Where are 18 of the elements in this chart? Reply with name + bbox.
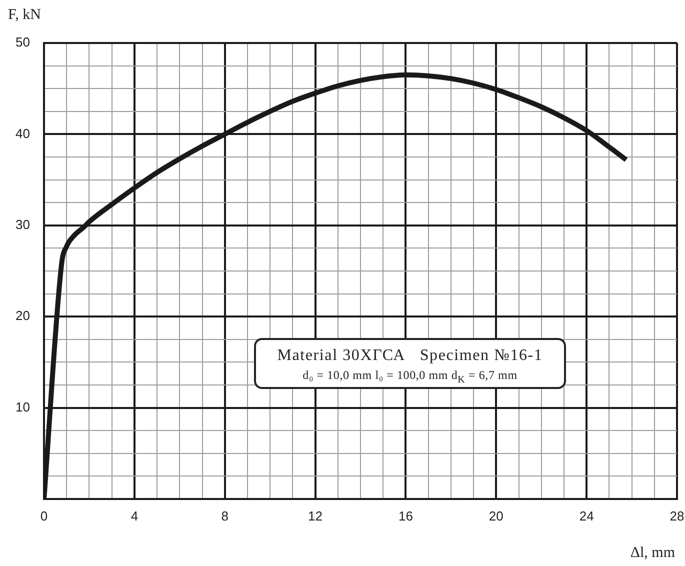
note-frame: Material 30ХГСА Specimen №16-1 d₀ = 10,0 mm l₀ = 100,0 mm d$_{K}$ = 6,7 mm [254,338,566,389]
x-tick-label: 8 [221,508,228,524]
y-tick-label: 40 [16,126,30,141]
annotation: d₀ = 10,0 mm l₀ = 100,0 mm d$_{K}$ = 6,7 mm [302,368,518,388]
x-tick-label: 20 [488,508,504,524]
y-tick-label: 20 [16,308,30,324]
x-tick-label: 16 [398,508,413,524]
y-tick-label: 30 [16,216,30,232]
x-tick-label: 0 [40,508,48,524]
x-tick-label: 28 [670,508,684,524]
x-tick-label: 12 [308,508,323,524]
x-tick-label: 4 [130,508,138,524]
x-tick-label: 24 [579,508,594,524]
annotation: Material 30ХГСА Specimen №16-1 [276,346,544,365]
x-axis-title: Δl, mm [630,545,676,561]
y-axis-title: F, kN [8,7,42,23]
y-tick-label: 10 [16,399,30,414]
y-tick-label: 50 [16,34,30,50]
